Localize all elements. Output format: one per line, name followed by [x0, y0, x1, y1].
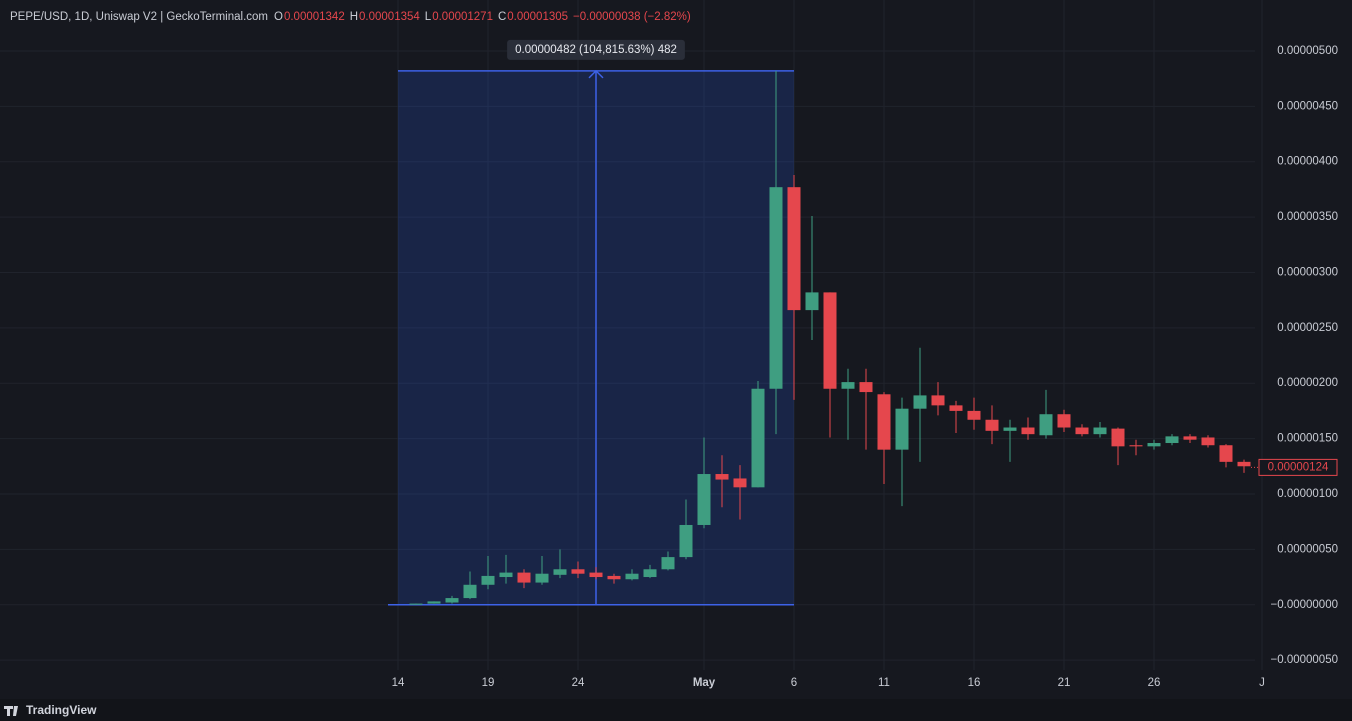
candle-body — [841, 382, 855, 389]
candle-body — [607, 575, 621, 580]
y-tick-label: 0.00000300 — [1277, 266, 1338, 278]
candle-body — [1021, 427, 1035, 435]
candle-body — [553, 569, 567, 575]
symbol-title: PEPE/USD, 1D, Uniswap V2 | GeckoTerminal… — [10, 11, 268, 23]
x-tick-label: 26 — [1148, 677, 1161, 689]
measure-label-bg — [507, 39, 685, 60]
candle-body — [697, 474, 711, 525]
candle-body — [985, 419, 999, 431]
candle-body — [751, 388, 765, 488]
candle-body — [661, 557, 675, 570]
change-value: −0.00000038 (−2.82%) — [573, 11, 691, 23]
candle-body — [1129, 445, 1143, 447]
y-tick-label: 0.00000100 — [1277, 488, 1338, 500]
y-tick-label: 0.00000050 — [1277, 543, 1338, 555]
brand: TradingView — [26, 703, 97, 717]
candle-body — [1237, 461, 1251, 467]
candle-body — [859, 382, 873, 393]
brand-logo — [4, 706, 18, 716]
last-price-tag — [1258, 458, 1338, 476]
x-tick-label: 11 — [878, 677, 890, 689]
candle-body — [535, 573, 549, 583]
candle-body — [949, 405, 963, 411]
plot-area: 0.00000482 (104,815.63%) 482 — [388, 39, 1258, 606]
candle-body — [571, 569, 585, 574]
candle-body — [733, 478, 747, 488]
candle-body — [427, 601, 441, 604]
axes: 0.00000500 0.00000450 0.00000400 0.00000350… — [392, 45, 1338, 689]
y-tick-label: 0.00000200 — [1277, 377, 1338, 389]
x-tick-label: 6 — [791, 677, 797, 689]
ohlc-label: O — [274, 11, 283, 23]
candle-body — [1075, 427, 1089, 435]
candle-body — [463, 584, 477, 599]
ohlc-value: 0.00001305 — [507, 11, 568, 23]
candle-body — [1039, 414, 1053, 436]
candle-body — [679, 524, 693, 558]
candle-body — [967, 410, 981, 420]
candle-body — [499, 572, 513, 578]
x-tick-label: May — [693, 677, 716, 689]
x-tick-label: 19 — [482, 677, 495, 689]
candle-body — [769, 187, 783, 389]
y-tick-label: 0.00000350 — [1277, 211, 1338, 223]
candle-body — [1183, 436, 1197, 440]
y-tick-label: −0.00000000 — [1271, 599, 1338, 611]
candle-body — [1219, 445, 1233, 462]
ohlc-value: 0.00001271 — [432, 11, 493, 23]
last-price-label: 0.00000124 — [1268, 461, 1329, 473]
candle-body — [805, 292, 819, 311]
x-tick-label: 21 — [1058, 677, 1071, 689]
y-tick-label: 0.00000150 — [1277, 433, 1338, 445]
candle-body — [643, 569, 657, 578]
candle-body — [895, 408, 909, 450]
candle-body — [931, 395, 945, 406]
y-tick-label: 0.00000250 — [1277, 322, 1338, 334]
candle-body — [1201, 437, 1215, 446]
y-tick-label: 0.00000400 — [1277, 156, 1338, 168]
x-tick-label: 16 — [968, 677, 981, 689]
candle-body — [1057, 414, 1071, 428]
candle-body — [517, 572, 531, 583]
candle-body — [1003, 427, 1017, 431]
candle-body — [1093, 427, 1107, 435]
candle-body — [1165, 436, 1179, 444]
ohlc-label: H — [350, 11, 358, 23]
measure-label: 0.00000482 (104,815.63%) 482 — [515, 44, 677, 56]
measure-arrow-head — [588, 69, 604, 79]
footer-bar — [0, 699, 1352, 721]
ohlc-label: L — [425, 11, 432, 23]
x-tick-label: 24 — [572, 677, 585, 689]
candle-body — [445, 598, 459, 603]
candle-body — [715, 474, 729, 480]
candle-body — [589, 572, 603, 578]
candle-body — [625, 573, 639, 580]
candle-body — [877, 394, 891, 450]
ohlc-value: 0.00001342 — [284, 11, 345, 23]
x-tick-label: J — [1259, 677, 1265, 689]
ohlc-label: C — [498, 11, 506, 23]
y-tick-label: 0.00000450 — [1277, 100, 1338, 112]
ohlc-header: O 0.00001342 H 0.00001354 L 0.00001271 C 0.0000… — [274, 11, 691, 23]
candle-body — [913, 395, 927, 409]
x-tick-label: 14 — [392, 677, 405, 689]
y-tick-label: 0.00000500 — [1277, 45, 1338, 57]
candle-body — [1147, 443, 1161, 447]
candle-body — [823, 292, 837, 389]
candle-body — [787, 187, 801, 311]
candle-body — [409, 603, 423, 605]
candle-body — [1111, 428, 1125, 447]
y-tick-label: −0.00000050 — [1271, 654, 1338, 666]
candle-body — [481, 575, 495, 585]
ohlc-value: 0.00001354 — [359, 11, 420, 23]
